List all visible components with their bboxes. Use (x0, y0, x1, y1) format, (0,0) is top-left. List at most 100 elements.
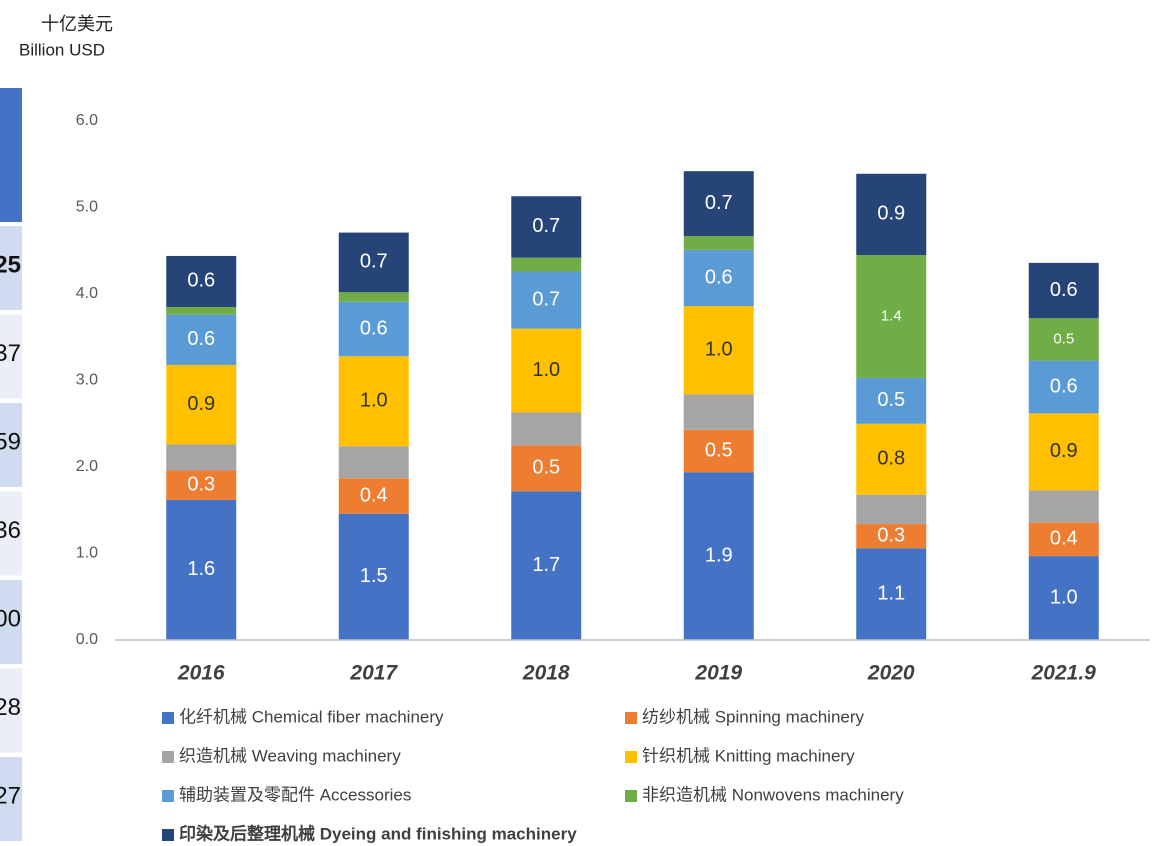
bar-segment (683, 429, 754, 473)
bar-segment (338, 513, 409, 640)
bar-segment (856, 494, 927, 525)
bar-segment (338, 478, 409, 514)
bar-segment (856, 524, 927, 549)
bar-segment (338, 446, 409, 479)
table-cell-text: 36 (0, 517, 21, 544)
x-tick-label: 2018 (522, 662, 570, 685)
data-label: 1.5 (360, 565, 388, 587)
data-label: 0.9 (187, 393, 215, 415)
x-tick-label: 2021.9 (1031, 662, 1097, 685)
data-label: 1.9 (705, 544, 733, 566)
y-tick-label: 3.0 (76, 372, 98, 389)
y-tick-label: 2.0 (76, 458, 98, 475)
data-label: 0.7 (532, 215, 560, 237)
table-cell-text: 59 (0, 428, 21, 455)
bar-segment (1028, 556, 1099, 640)
y-axis-title: 十亿美元 (41, 14, 113, 34)
bar-segment (511, 328, 582, 413)
table-cell (0, 403, 22, 487)
bar-segment (338, 232, 409, 293)
bar-segment (683, 236, 754, 250)
bar-segment (511, 196, 582, 258)
data-label: 0.3 (877, 524, 905, 546)
x-tick-label: 2019 (694, 662, 742, 685)
bar-segment (166, 314, 237, 365)
x-tick-label: 2020 (867, 662, 915, 685)
table-header (0, 88, 22, 222)
table-cell (0, 226, 22, 310)
legend-swatch (625, 712, 637, 724)
bar-segment (1028, 318, 1099, 361)
y-tick-label: 4.0 (76, 285, 98, 302)
bar-segment (166, 470, 237, 500)
bar-segment (683, 394, 754, 430)
data-label: 0.5 (877, 389, 905, 411)
table-cell-text: 27 (0, 782, 21, 809)
table-cell-text: 37 (0, 340, 21, 367)
bar-segment (338, 356, 409, 447)
x-tick-label: 2017 (349, 662, 398, 685)
table-cell (0, 668, 22, 753)
data-label: 0.6 (360, 317, 388, 339)
bar-segment (1028, 262, 1099, 319)
data-label: 0.4 (1050, 528, 1078, 550)
data-label: 1.0 (705, 339, 733, 361)
data-label: 0.4 (360, 484, 388, 506)
bar-segment (1028, 522, 1099, 557)
legend-label: 纺纱机械 Spinning machinery (642, 707, 865, 726)
table-cell (0, 757, 22, 841)
data-label: 0.6 (705, 266, 733, 288)
legend-swatch (162, 790, 174, 802)
data-label: 0.9 (1050, 440, 1078, 462)
data-label: 1.0 (360, 390, 388, 412)
data-label: 0.6 (187, 270, 215, 292)
bar-segment (511, 271, 582, 329)
bar-segment (511, 445, 582, 492)
data-label: 1.0 (1050, 586, 1078, 608)
data-label: 1.7 (532, 554, 560, 576)
legend-label: 辅助装置及零配件 Accessories (179, 785, 411, 804)
bar-segment (511, 257, 582, 272)
data-label: 0.5 (705, 439, 733, 461)
table-cell-text: 28 (0, 694, 21, 721)
data-label: 0.5 (1053, 330, 1074, 347)
table-cell-text: 00 (0, 605, 21, 632)
bar-segment (1028, 360, 1099, 414)
legend-swatch (162, 829, 174, 841)
legend-swatch (162, 712, 174, 724)
y-tick-label: 0.0 (76, 631, 98, 648)
legend-swatch (162, 751, 174, 763)
bar-segment (856, 548, 927, 640)
data-label: 1.0 (532, 359, 560, 381)
bar-segment (511, 491, 582, 640)
legend-label: 织造机械 Weaving machinery (179, 746, 401, 765)
data-label: 0.5 (532, 457, 560, 479)
x-tick-label: 2016 (177, 662, 225, 685)
legend-swatch (625, 790, 637, 802)
bar-segment (683, 306, 754, 395)
bar-segment (338, 292, 409, 302)
y-tick-label: 6.0 (76, 112, 98, 129)
legend-label: 化纤机械 Chemical fiber machinery (179, 707, 444, 726)
bar-segment (166, 444, 237, 471)
bar-segment (856, 173, 927, 256)
data-label: 0.7 (360, 251, 388, 273)
data-label: 0.3 (187, 473, 215, 495)
data-label: 0.8 (877, 447, 905, 469)
bar-segment (683, 249, 754, 307)
bar-segment (166, 499, 237, 640)
y-tick-label: 5.0 (76, 199, 98, 216)
legend-label: 针织机械 Knitting machinery (642, 746, 855, 765)
bar-segment (683, 472, 754, 640)
table-cell (0, 491, 22, 576)
bar-segment (166, 255, 237, 307)
data-label: 1.6 (187, 558, 215, 580)
data-label: 1.4 (881, 307, 902, 324)
table-cell (0, 314, 22, 399)
bar-segment (1028, 413, 1099, 491)
data-label: 1.1 (877, 582, 905, 604)
bar-segment (511, 412, 582, 446)
legend-label: 非织造机械 Nonwovens machinery (642, 785, 904, 804)
bar-segment (166, 306, 237, 315)
